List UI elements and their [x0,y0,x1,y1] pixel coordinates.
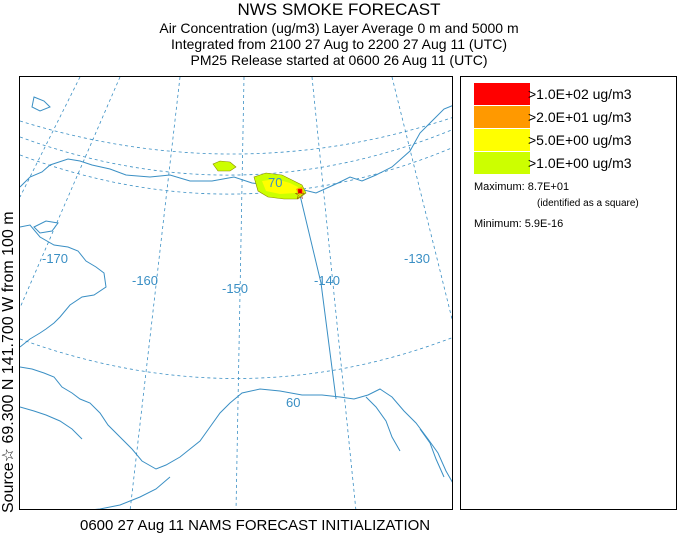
title-line-concentration: Air Concentration (ug/m3) Layer Average … [159,20,519,36]
legend-panel: >1.0E+02 ug/m3 >2.0E+01 ug/m3 >5.0E+00 u… [460,76,677,510]
lon-label-150: -150 [222,281,248,296]
legend-swatch [474,152,530,174]
lon-label-140: -140 [314,273,340,288]
legend-swatch [474,129,530,151]
legend-swatch [474,83,530,105]
forecast-initialization: 0600 27 Aug 11 NAMS FORECAST INITIALIZAT… [80,517,431,534]
lon-label-170: -170 [42,251,68,266]
title-line-release: PM25 Release started at 0600 26 Aug 11 (… [190,52,488,68]
legend-swatch [474,106,530,128]
lat-line-75 [20,117,452,155]
smoke-plume [212,160,307,200]
maximum-square [298,189,302,193]
lon-label-160: -160 [132,273,158,288]
map-title: NWS SMOKE FORECAST [237,0,441,19]
map-header: NWS SMOKE FORECAST Air Concentration (ug… [0,0,678,68]
legend-item: >1.0E+02 ug/m3 [474,83,632,105]
smoke-map: ☆ -170 -160 -150 -140 -130 70 60 [19,76,453,510]
source-location-label: Source☆ 69.300 N 141.700 W from 100 m [0,211,17,513]
latitude-lines [20,117,452,379]
star-icon: ☆ [294,187,306,202]
legend-item: >2.0E+01 ug/m3 [474,106,632,128]
lon-label-130: -130 [404,251,430,266]
title-line-integration: Integrated from 2100 27 Aug to 2200 27 A… [171,36,507,52]
border-line [298,190,337,400]
legend-maximum-note: (identified as a square) [537,198,639,209]
legend-item: >1.0E+00 ug/m3 [474,152,632,174]
legend-label: >2.0E+01 ug/m3 [528,109,632,125]
legend-label: >1.0E+00 ug/m3 [528,155,632,171]
legend-maximum: Maximum: 8.7E+01 [474,181,570,193]
legend-minimum: Minimum: 5.9E-16 [474,218,564,230]
lat-line-60 [20,337,452,379]
map-canvas: ☆ -170 -160 -150 -140 -130 70 60 [20,77,452,509]
legend-item: >5.0E+00 ug/m3 [474,129,632,151]
legend-label: >5.0E+00 ug/m3 [528,132,632,148]
coastlines [20,96,452,509]
lat-label-70: 70 [268,175,282,190]
lat-label-60: 60 [286,395,300,410]
legend-label: >1.0E+02 ug/m3 [528,86,632,102]
